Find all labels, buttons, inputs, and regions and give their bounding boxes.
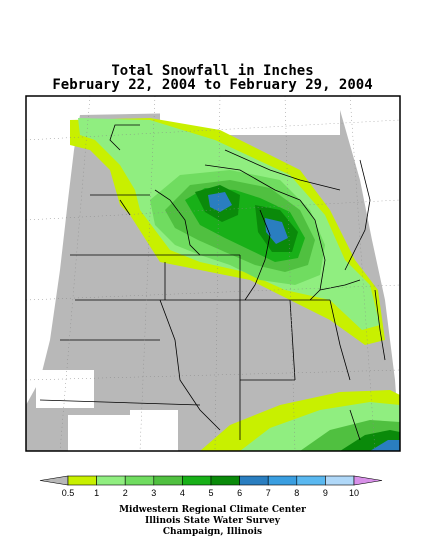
legend-tick-label: 4 <box>180 488 185 498</box>
credit-line2: Illinois State Water Survey <box>144 516 281 526</box>
legend-over-triangle <box>353 475 383 486</box>
legend-swatch <box>153 475 183 486</box>
legend-swatch <box>267 475 298 486</box>
legend-swatch <box>210 475 240 486</box>
legend-tick-label: 3 <box>151 488 156 498</box>
legend-tick-label: 0.5 <box>62 488 75 498</box>
legend-tick-label: 7 <box>266 488 271 498</box>
legend-swatch <box>182 475 212 486</box>
legend-swatch <box>296 475 326 486</box>
white-patch-south2 <box>130 410 178 422</box>
map-title-line1: Total Snowfall in Inches <box>111 63 314 79</box>
legend-tick-label: 5 <box>208 488 213 498</box>
legend: 0.5 1 2 3 4 5 6 7 8 9 10 <box>39 475 383 498</box>
map-area <box>26 96 400 451</box>
legend-swatch <box>67 475 97 486</box>
legend-tick-label: 8 <box>294 488 299 498</box>
credit-line3: Champaign, Illinois <box>162 527 263 537</box>
credit-line1: Midwestern Regional Climate Center <box>119 505 306 515</box>
legend-under-triangle <box>39 475 69 486</box>
legend-tick-label: 1 <box>94 488 99 498</box>
legend-swatch <box>96 475 126 486</box>
snow-band-south-6 <box>370 440 400 451</box>
legend-swatch <box>325 475 355 486</box>
legend-swatch <box>239 475 269 486</box>
state-borders <box>39 124 386 441</box>
legend-tick-label: 6 <box>237 488 242 498</box>
map-title-line2: February 22, 2004 to February 29, 2004 <box>52 77 373 93</box>
legend-tick-label: 2 <box>123 488 128 498</box>
legend-swatch <box>124 475 155 486</box>
legend-tick-label: 10 <box>349 488 359 498</box>
legend-tick-label: 9 <box>323 488 328 498</box>
white-patch-west <box>36 370 94 408</box>
graticule <box>26 96 400 451</box>
map-frame <box>25 95 401 452</box>
